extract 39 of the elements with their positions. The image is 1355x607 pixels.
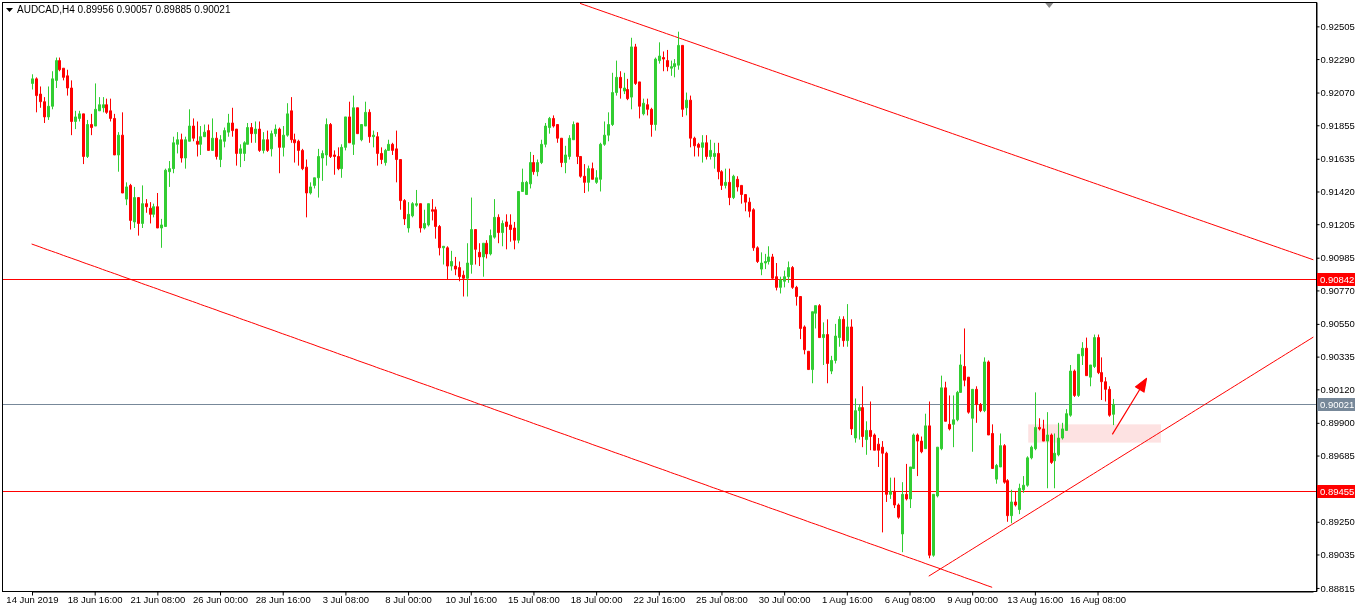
x-tick-label: 26 Jun 00:00 bbox=[193, 594, 249, 606]
x-tick-label: 6 Aug 08:00 bbox=[884, 594, 936, 606]
y-tick-label: 0.91855 bbox=[1320, 119, 1355, 131]
x-tick-label: 15 Jul 08:00 bbox=[508, 594, 560, 606]
y-tick-label: 0.90120 bbox=[1320, 383, 1355, 395]
y-tick-label: 0.89250 bbox=[1320, 516, 1355, 528]
y-tick-label: 0.90335 bbox=[1320, 351, 1355, 363]
y-tick-label: 0.90770 bbox=[1320, 284, 1355, 296]
ref-line-label: 0.90021 bbox=[1320, 399, 1355, 410]
y-tick-label: 0.92505 bbox=[1320, 20, 1355, 32]
x-tick-label: 10 Jul 16:00 bbox=[445, 594, 498, 606]
x-tick-label: 25 Jul 08:00 bbox=[696, 594, 748, 606]
ref-line-label: 0.90842 bbox=[1320, 274, 1355, 285]
x-tick-label: 9 Aug 00:00 bbox=[947, 594, 999, 606]
y-tick-label: 0.91635 bbox=[1320, 153, 1355, 165]
y-tick-label: 0.92070 bbox=[1320, 87, 1355, 99]
x-tick-label: 3 Jul 08:00 bbox=[322, 594, 370, 606]
y-tick-label: 0.89900 bbox=[1320, 417, 1355, 429]
y-tick-label: 0.89035 bbox=[1320, 549, 1355, 561]
y-tick-label: 0.90550 bbox=[1320, 318, 1355, 330]
ref-line-label: 0.89455 bbox=[1320, 486, 1355, 497]
y-tick-label: 0.88815 bbox=[1320, 582, 1355, 594]
y-tick-label: 0.90985 bbox=[1320, 252, 1355, 264]
x-tick-label: 21 Jun 08:00 bbox=[130, 594, 186, 606]
x-tick-label: 28 Jun 16:00 bbox=[255, 594, 311, 606]
chart-title: AUDCAD,H4 0.89956 0.90057 0.89885 0.90021 bbox=[17, 4, 231, 15]
y-tick-label: 0.92290 bbox=[1320, 53, 1355, 65]
x-tick-label: 8 Jul 00:00 bbox=[385, 594, 432, 606]
x-tick-label: 16 Aug 08:00 bbox=[1070, 594, 1127, 606]
x-tick-label: 13 Aug 16:00 bbox=[1007, 594, 1064, 606]
x-tick-label: 30 Jul 00:00 bbox=[758, 594, 811, 606]
x-tick-label: 22 Jul 16:00 bbox=[633, 594, 686, 606]
x-tick-label: 18 Jul 00:00 bbox=[570, 594, 623, 606]
y-tick-label: 0.89685 bbox=[1320, 450, 1355, 462]
x-tick-label: 18 Jun 16:00 bbox=[67, 594, 123, 606]
x-tick-label: 1 Aug 16:00 bbox=[821, 594, 873, 606]
x-tick-label: 14 Jun 2019 bbox=[6, 594, 59, 606]
y-tick-label: 0.91420 bbox=[1320, 186, 1355, 198]
y-tick-label: 0.91205 bbox=[1320, 218, 1355, 230]
